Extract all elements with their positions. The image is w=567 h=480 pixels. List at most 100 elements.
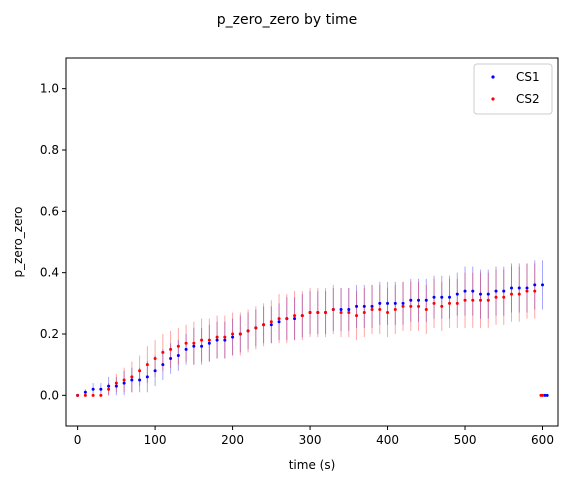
data-point-cs2 xyxy=(285,317,289,321)
chart-title: p_zero_zero by time xyxy=(217,12,358,28)
data-point-cs1 xyxy=(409,298,413,302)
data-point-cs1 xyxy=(114,384,118,388)
data-point-cs2 xyxy=(502,295,506,299)
x-axis-label: time (s) xyxy=(289,458,336,472)
data-point-cs2 xyxy=(184,341,188,345)
data-point-cs2 xyxy=(153,357,157,361)
x-tick-label: 200 xyxy=(221,433,244,447)
data-point-cs2 xyxy=(324,311,328,315)
legend-marker-cs2 xyxy=(491,97,495,101)
data-point-cs2 xyxy=(293,314,297,318)
data-point-cs1 xyxy=(83,390,87,394)
x-tick-label: 500 xyxy=(454,433,477,447)
legend-frame xyxy=(473,63,553,115)
data-point-cs1 xyxy=(424,298,428,302)
data-point-cs2 xyxy=(463,298,467,302)
data-point-cs1 xyxy=(138,378,142,382)
data-point-cs1 xyxy=(543,393,547,397)
data-point-cs1 xyxy=(378,301,382,305)
data-point-cs1 xyxy=(355,304,359,308)
data-point-cs2 xyxy=(479,298,483,302)
data-point-cs1 xyxy=(99,387,103,391)
data-point-cs1 xyxy=(525,286,529,290)
data-points xyxy=(76,283,549,397)
data-point-cs2 xyxy=(378,307,382,311)
data-point-cs1 xyxy=(223,338,227,342)
data-point-cs1 xyxy=(541,283,545,287)
data-point-cs1 xyxy=(107,384,111,388)
legend-marker-cs1 xyxy=(491,75,495,79)
data-point-cs2 xyxy=(215,335,219,339)
legend-label-cs1: CS1 xyxy=(516,70,540,84)
data-point-cs1 xyxy=(277,320,281,324)
data-point-cs2 xyxy=(533,289,537,293)
data-point-cs2 xyxy=(494,295,498,299)
data-point-cs2 xyxy=(138,369,142,373)
data-point-cs2 xyxy=(316,311,320,315)
x-tick-label: 0 xyxy=(74,433,82,447)
data-point-cs2 xyxy=(417,304,421,308)
data-point-cs2 xyxy=(200,338,204,342)
data-point-cs2 xyxy=(347,311,351,315)
data-point-cs1 xyxy=(533,283,537,287)
data-point-cs1 xyxy=(347,307,351,311)
data-point-cs2 xyxy=(370,307,374,311)
data-point-cs1 xyxy=(339,307,343,311)
y-tick-label: 0.6 xyxy=(40,204,59,218)
data-point-cs1 xyxy=(517,286,521,290)
data-point-cs2 xyxy=(409,304,413,308)
data-point-cs2 xyxy=(169,347,173,351)
data-point-cs1 xyxy=(463,289,467,293)
data-point-cs2 xyxy=(510,292,514,296)
data-point-cs1 xyxy=(502,289,506,293)
data-point-cs1 xyxy=(207,341,211,345)
data-point-cs1 xyxy=(440,295,444,299)
data-point-cs1 xyxy=(176,353,180,357)
data-point-cs2 xyxy=(455,301,459,305)
data-point-cs2 xyxy=(331,307,335,311)
data-point-cs1 xyxy=(200,344,204,348)
data-point-cs1 xyxy=(494,289,498,293)
data-point-cs1 xyxy=(91,387,95,391)
data-point-cs1 xyxy=(393,301,397,305)
y-tick-label: 0.0 xyxy=(40,388,59,402)
data-point-cs2 xyxy=(269,320,273,324)
data-point-cs2 xyxy=(308,311,312,315)
data-point-cs2 xyxy=(471,298,475,302)
y-tick-label: 0.2 xyxy=(40,327,59,341)
data-point-cs1 xyxy=(122,381,126,385)
data-point-cs1 xyxy=(293,317,297,321)
data-point-cs2 xyxy=(432,301,436,305)
data-point-cs1 xyxy=(471,289,475,293)
data-point-cs1 xyxy=(386,301,390,305)
data-point-cs1 xyxy=(432,295,436,299)
data-point-cs2 xyxy=(246,329,250,333)
data-point-cs1 xyxy=(153,369,157,373)
legend: CS1 CS2 xyxy=(473,63,553,115)
data-point-cs2 xyxy=(223,335,227,339)
data-point-cs2 xyxy=(300,314,304,318)
y-tick-label: 0.4 xyxy=(40,266,59,280)
data-point-cs1 xyxy=(448,295,452,299)
data-point-cs2 xyxy=(541,393,545,397)
data-point-cs2 xyxy=(76,393,80,397)
data-point-cs2 xyxy=(517,292,521,296)
data-point-cs1 xyxy=(192,344,196,348)
x-tick-label: 100 xyxy=(144,433,167,447)
data-point-cs2 xyxy=(145,363,149,367)
x-tick-label: 300 xyxy=(299,433,322,447)
data-point-cs2 xyxy=(262,323,266,327)
data-point-cs1 xyxy=(269,323,273,327)
data-point-cs2 xyxy=(83,393,87,397)
data-point-cs1 xyxy=(401,301,405,305)
data-point-cs2 xyxy=(176,344,180,348)
data-point-cs1 xyxy=(370,304,374,308)
data-point-cs1 xyxy=(130,378,134,382)
data-point-cs2 xyxy=(238,332,242,336)
data-point-cs2 xyxy=(448,301,452,305)
data-point-cs1 xyxy=(184,347,188,351)
data-point-cs2 xyxy=(393,307,397,311)
data-point-cs2 xyxy=(355,314,359,318)
data-point-cs2 xyxy=(114,381,118,385)
